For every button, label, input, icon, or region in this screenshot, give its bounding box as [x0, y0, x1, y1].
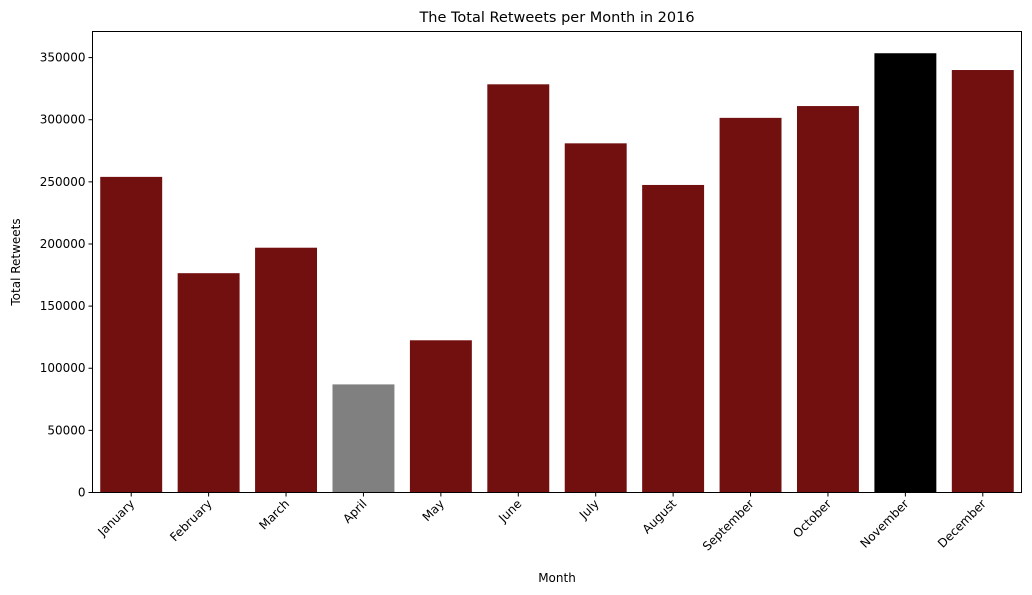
bar-april: [332, 384, 395, 493]
bar-november: [874, 53, 937, 493]
x-tick-label: September: [700, 497, 757, 554]
y-tick-label: 100000: [40, 361, 86, 375]
x-tick-label: March: [256, 497, 292, 533]
y-tick-label: 0: [78, 486, 86, 500]
bar-may: [409, 340, 472, 493]
y-axis-title: Total Retweets: [9, 218, 23, 306]
x-tick-label: August: [640, 497, 680, 537]
y-tick-label: 50000: [47, 423, 85, 437]
x-tick-label: January: [95, 497, 138, 540]
chart-title: The Total Retweets per Month in 2016: [418, 10, 694, 26]
x-tick-label: November: [857, 497, 911, 551]
y-tick-label: 200000: [40, 237, 86, 251]
x-tick-label: July: [576, 497, 602, 523]
x-tick-label: October: [790, 497, 834, 541]
bar-january: [100, 176, 163, 493]
bar-september: [719, 117, 782, 493]
y-axis: 0 50000 100000 150000 200000 250000 300000 3500…: [40, 51, 93, 500]
bars-layer: [100, 53, 1014, 493]
bar-december: [951, 70, 1014, 493]
x-tick-label: June: [495, 497, 524, 526]
x-tick-label: February: [167, 497, 215, 545]
bar-july: [564, 143, 627, 493]
bar-february: [177, 273, 240, 493]
y-tick-label: 300000: [40, 113, 86, 127]
x-tick-label: May: [420, 497, 447, 524]
x-axis: January February March April May June July Augu…: [95, 492, 989, 554]
x-axis-title: Month: [538, 571, 576, 585]
y-tick-label: 350000: [40, 51, 86, 65]
bar-october: [796, 106, 859, 493]
x-tick-label: April: [340, 497, 369, 526]
plot-frame: [92, 31, 1022, 493]
y-tick-label: 250000: [40, 175, 86, 189]
bar-june: [487, 84, 550, 493]
bar-august: [642, 184, 705, 493]
bar-march: [255, 247, 318, 493]
x-tick-label: December: [935, 497, 989, 551]
y-tick-label: 150000: [40, 299, 86, 313]
